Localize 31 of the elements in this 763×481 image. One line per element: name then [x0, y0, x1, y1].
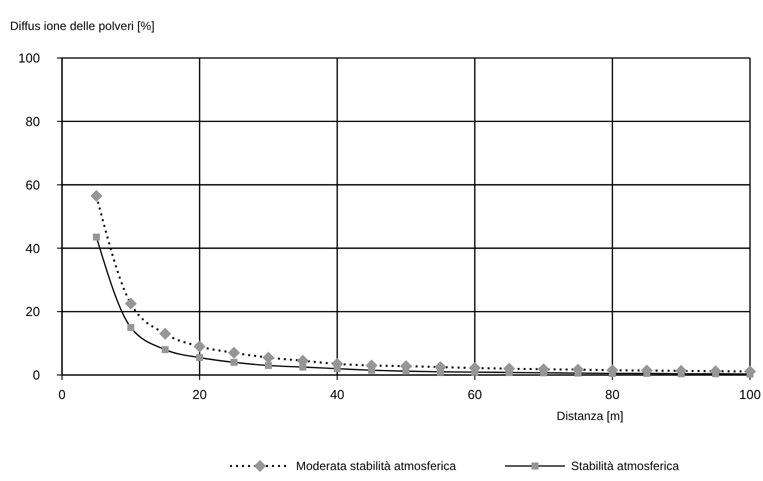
point: [127, 324, 134, 331]
point: [124, 298, 137, 310]
x-axis-title: Distanza [m]: [556, 409, 624, 423]
y-tick-label: 60: [26, 177, 40, 192]
x-tick-label: 20: [192, 387, 207, 402]
x-tick-label: 40: [330, 387, 344, 402]
point: [92, 234, 100, 241]
point: [194, 340, 206, 352]
x-tick-label: 100: [739, 387, 761, 402]
x-tick-label: 0: [58, 387, 66, 402]
point: [159, 328, 172, 340]
point: [230, 358, 238, 366]
point: [196, 354, 204, 362]
y-tick-label: 0: [32, 368, 40, 383]
point: [299, 364, 306, 371]
point: [162, 346, 169, 354]
point: [402, 368, 410, 375]
y-tick-label: 80: [26, 114, 40, 129]
legend-label: Moderata stabilità atmosferica: [296, 459, 456, 474]
x-tick-label: 60: [468, 387, 482, 402]
y-tick-label: 40: [26, 240, 40, 256]
point: [228, 346, 240, 359]
legend-label: Stabilità atmosferica: [571, 459, 680, 474]
point: [368, 366, 376, 374]
point: [264, 362, 272, 369]
y-tick-label: 20: [26, 304, 40, 320]
point: [90, 190, 102, 202]
y-tick-label: 100: [18, 50, 40, 66]
x-tick-label: 80: [605, 387, 620, 402]
point: [334, 365, 341, 372]
y-axis-title: Diffus ione delle polveri [%]: [10, 19, 155, 33]
